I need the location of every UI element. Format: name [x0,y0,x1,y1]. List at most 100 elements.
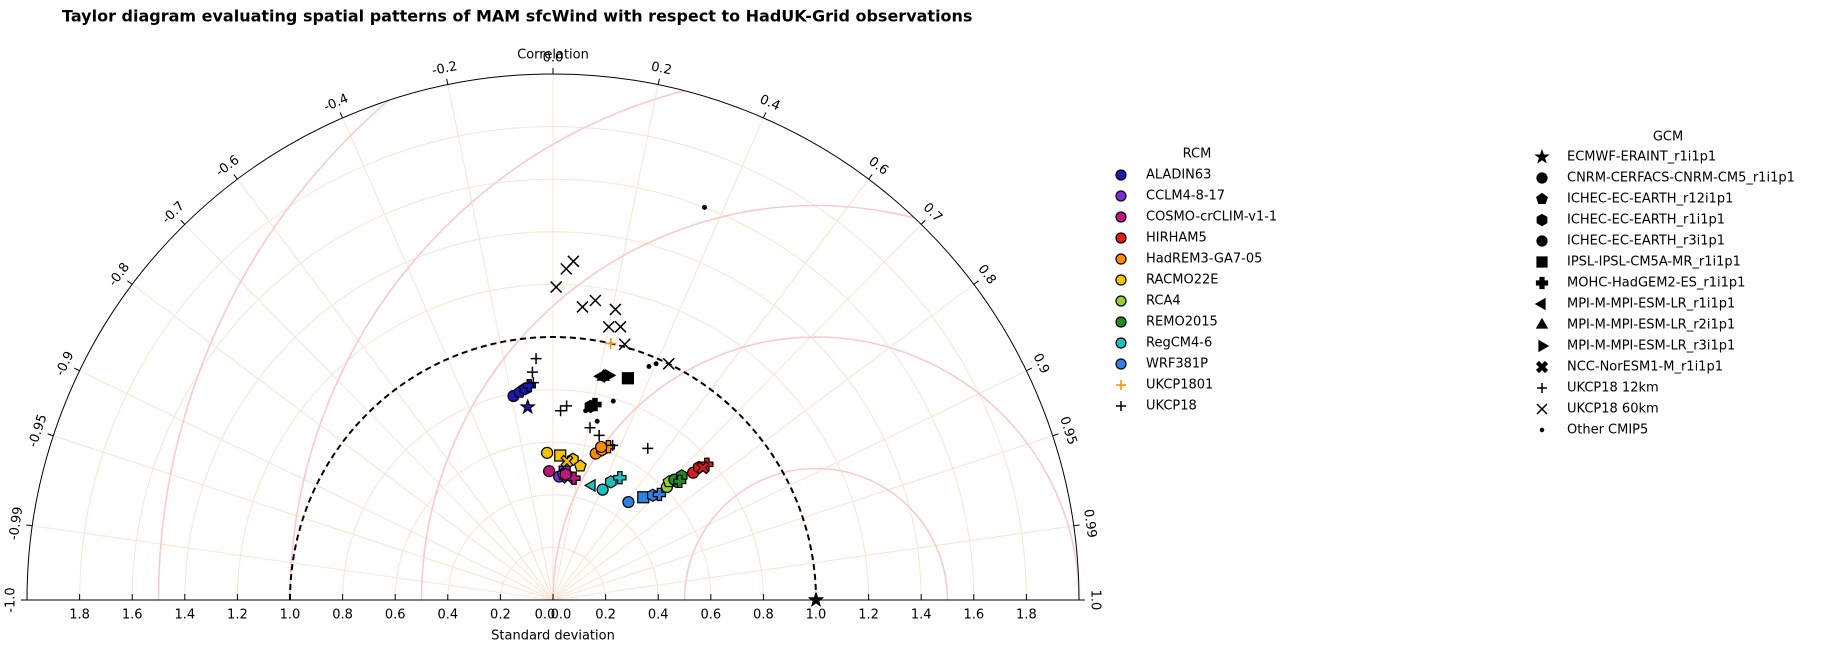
corr-grid-line [552,224,922,600]
corr-tick [762,112,767,119]
chart-title: Taylor diagram evaluating spatial patter… [62,7,972,26]
point [519,398,536,415]
legend-marker [1115,295,1127,307]
std-axis-label: Standard deviation [491,629,615,644]
point [662,357,675,370]
legend-marker [1115,232,1127,244]
point [576,300,589,313]
rmsd-contour [683,467,949,600]
legend-marker [1535,276,1549,290]
point [530,353,542,365]
std-tick-label: 0.8 [332,608,353,623]
legend-label: RegCM4-6 [1146,336,1212,351]
point [596,368,611,381]
std-tick-label: 1.6 [122,608,143,623]
legend-label: MPI-M-MPI-ESM-LR_r2i1p1 [1567,318,1735,333]
legend-label: UKCP18 60km [1567,402,1659,417]
corr-tick [1052,433,1059,437]
corr-tick-label: -0.6 [213,153,242,180]
corr-tick [26,524,33,527]
legend-marker [1539,427,1545,433]
corr-tick-label: -1.0 [4,587,19,612]
std-tick-label: 1.0 [280,608,301,623]
legend-marker [1536,235,1548,247]
point [527,377,539,389]
point [550,281,563,294]
grid [27,74,1079,600]
corr-tick [868,174,873,180]
corr-tick-label: 0.4 [757,92,782,114]
point [596,483,609,496]
corr-tick [920,219,926,225]
legend-marker [1115,211,1127,223]
corr-tick [47,433,54,437]
legend-marker [1115,316,1127,328]
corr-tick [233,174,238,180]
legend-label: CNRM-CERFACS-CNRM-CM5_r1i1p1 [1567,171,1795,186]
legend-marker [1535,360,1549,374]
legend-label: NCC-NorESM1-M_r1i1p1 [1567,360,1723,375]
point [637,491,650,504]
legend-marker [1536,172,1548,184]
corr-tick-label: -0.99 [7,506,27,541]
point [653,361,659,367]
legend-marker [1536,192,1548,205]
point [567,255,580,268]
std-tick-label: 1.4 [174,608,195,623]
point [589,294,602,307]
std-tick-label: 0.0 [551,608,572,623]
corr-tick-label: -0.95 [26,412,51,449]
legend-marker [1115,337,1127,349]
point [560,454,574,468]
legend-marker [1537,383,1547,393]
corr-grid-line [552,370,1027,600]
legend-label: WRF381P [1146,357,1208,372]
point [807,591,825,608]
std-tick-label: 1.2 [227,608,248,623]
legend-label: ICHEC-EC-EARTH_r1i1p1 [1567,213,1725,228]
legend-label: HadREM3-GA7-05 [1146,252,1262,267]
corr-grid-line [184,224,554,600]
corr-tick [180,219,186,225]
legend-marker [1536,403,1548,415]
std-tick-label: 0.4 [437,608,458,623]
legend-label: REMO2015 [1146,315,1218,330]
legend-marker [1534,297,1546,311]
outer-arc [26,73,1080,601]
legend-label: MPI-M-MPI-ESM-LR_r3i1p1 [1567,339,1735,354]
corr-tick-label: -0.9 [53,349,78,378]
point [595,440,608,454]
legend-label: ICHEC-EC-EARTH_r12i1p1 [1567,192,1733,207]
point [583,478,596,493]
corr-tick [127,280,133,285]
corr-grid-line [79,370,554,600]
legend-marker [1115,169,1127,181]
legend-marker [1116,380,1126,390]
corr-tick-label: 1.0 [1088,590,1103,611]
legend-label: ALADIN63 [1146,168,1211,183]
point [702,204,707,210]
corr-tick-label: 0.0 [543,51,564,66]
std-tick-label: 0.4 [648,608,669,623]
legend-label: UKCP18 12km [1567,381,1659,396]
point [561,400,573,412]
std-tick-label: 1.0 [806,608,827,623]
point [621,372,635,385]
point [605,337,617,349]
corr-tick-label: -0.2 [431,59,459,79]
corr-tick-label: -0.8 [106,260,133,289]
point [593,429,605,441]
legend-title: RCM [1183,147,1212,162]
point [622,495,635,509]
point [584,399,597,414]
point [673,474,687,489]
rmsd-contour [157,74,1079,600]
std-tick-label: 0.0 [535,608,556,623]
corr-grid-line [447,84,554,600]
corr-tick-label: 0.99 [1080,508,1099,539]
corr-tick [657,78,660,85]
std-tick-label: 0.6 [385,608,406,623]
point [610,398,616,404]
std-tick-label: 1.4 [911,608,932,623]
